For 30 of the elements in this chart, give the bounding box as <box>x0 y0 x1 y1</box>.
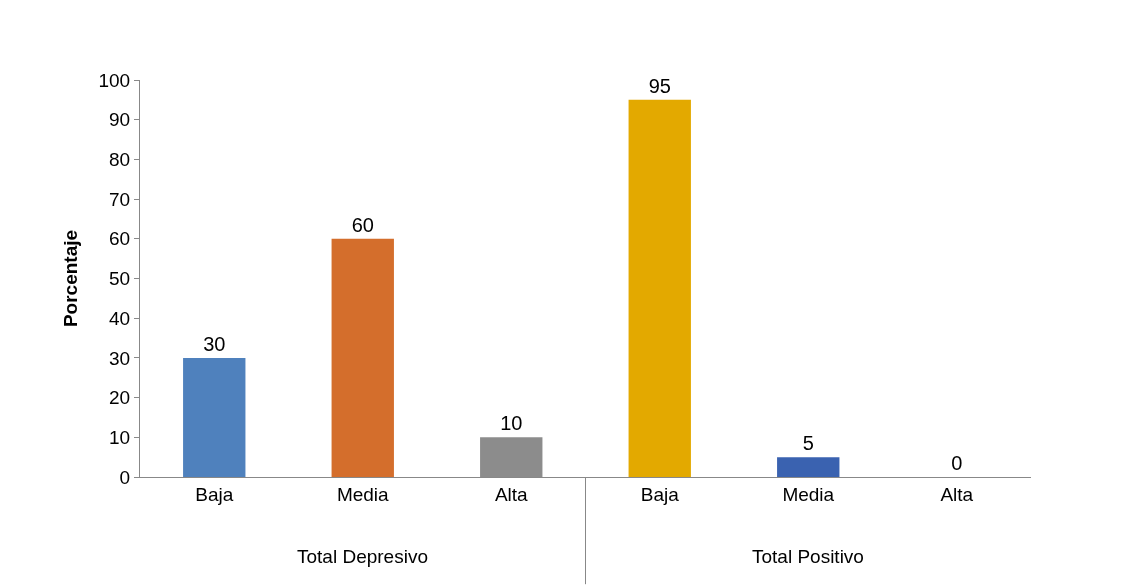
y-tick-label: 40 <box>109 307 131 329</box>
x-tick-label: Alta <box>940 483 974 505</box>
data-label: 5 <box>802 432 814 455</box>
x-tick-label: Media <box>782 483 835 505</box>
y-tick-label: 20 <box>109 387 131 409</box>
x-tick-label: Alta <box>494 483 529 505</box>
y-tick-label: 60 <box>109 228 131 250</box>
y-tick-label: 100 <box>98 69 131 91</box>
bar <box>777 457 840 477</box>
y-tick-label: 90 <box>109 109 131 131</box>
data-label: 95 <box>648 74 671 97</box>
y-tick-label: 10 <box>109 426 131 448</box>
y-tick-label: 0 <box>119 466 131 488</box>
text: Total Positivo <box>752 546 864 567</box>
y-tick-label: 30 <box>109 347 131 369</box>
bar <box>331 238 394 477</box>
y-axis-title: Porcentaje <box>60 229 82 328</box>
data-label: 30 <box>203 332 226 355</box>
y-tick-label: 80 <box>109 149 131 171</box>
data-label: 10 <box>500 412 523 435</box>
text: Total Depresivo <box>297 546 428 567</box>
bar <box>183 357 246 477</box>
x-tick-label: Media <box>336 483 390 505</box>
data-label: 60 <box>351 213 374 236</box>
bar <box>628 99 691 477</box>
y-tick-label: 70 <box>109 188 131 210</box>
x-tick-label: Baja <box>195 483 234 505</box>
data-label: 0 <box>951 452 963 474</box>
y-tick-label: 50 <box>109 268 131 290</box>
x-tick-label: Baja <box>640 483 680 505</box>
